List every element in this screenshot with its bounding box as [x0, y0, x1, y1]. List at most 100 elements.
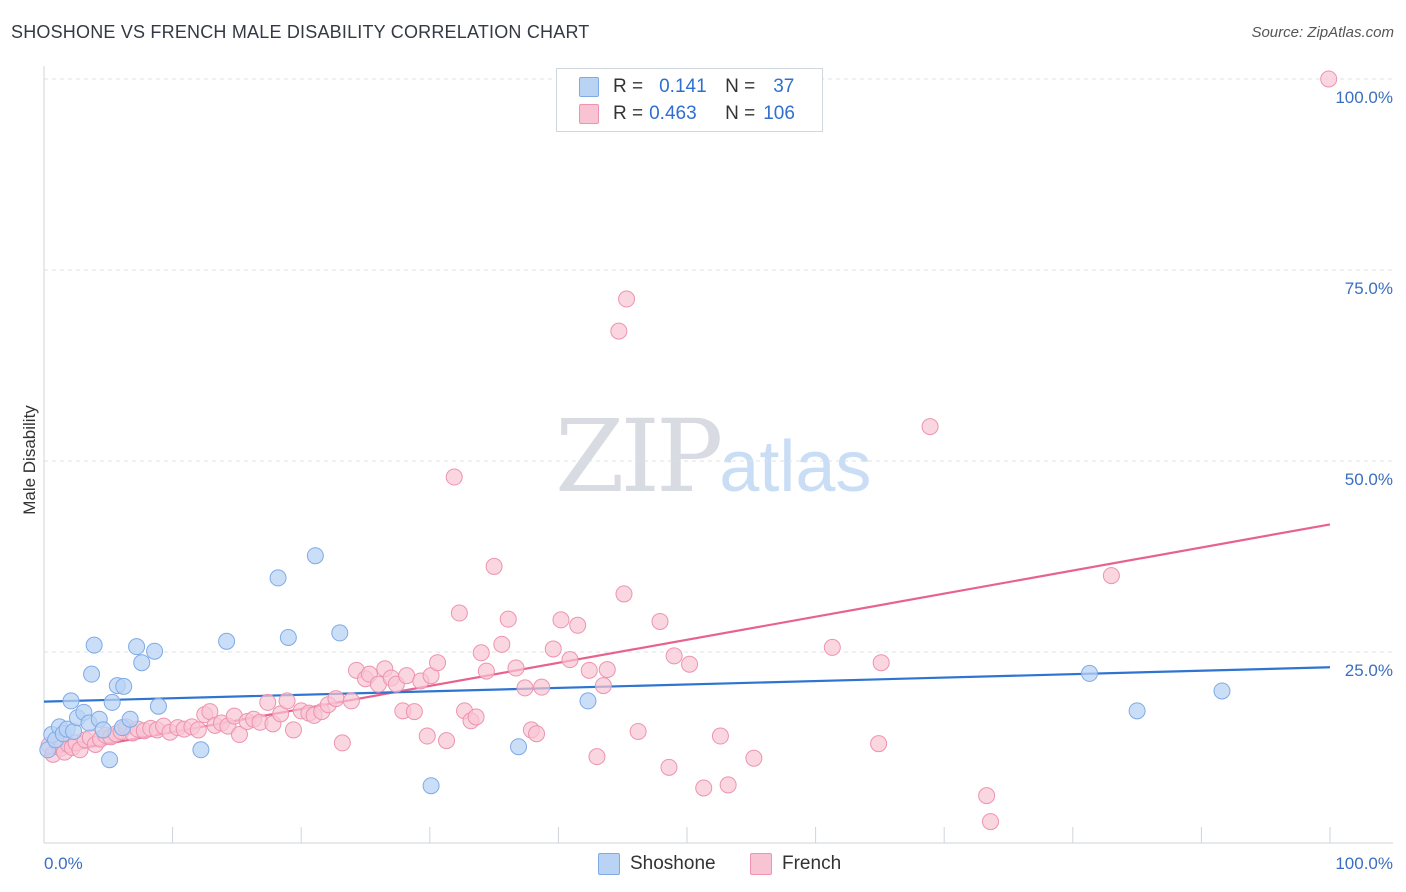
shoshone-point: [128, 638, 146, 656]
french-point: [921, 418, 939, 436]
zipatlas-watermark: ZIPatlas: [555, 398, 871, 515]
shoshone-point: [133, 654, 151, 672]
french-point: [493, 635, 511, 653]
shoshone-point: [1128, 702, 1146, 720]
french-point: [528, 725, 546, 743]
french-swatch: [750, 853, 772, 875]
y-tick-label: 25.0%: [1345, 661, 1393, 680]
french-point: [438, 732, 456, 750]
french-point: [418, 727, 436, 745]
shoshone-point: [146, 642, 164, 660]
french-point: [615, 585, 633, 603]
french-point: [533, 678, 551, 696]
shoshone-point: [269, 569, 287, 587]
french-point: [580, 661, 598, 679]
french-point: [499, 610, 517, 628]
shoshone-point: [192, 741, 210, 759]
axes: [43, 66, 1393, 844]
shoshone-point: [1213, 682, 1231, 700]
shoshone-point: [115, 677, 133, 695]
shoshone-point: [62, 692, 80, 710]
shoshone-point: [103, 693, 121, 711]
french-point: [695, 779, 713, 797]
shoshone-point: [83, 665, 101, 683]
french-point: [230, 726, 248, 744]
french-point: [629, 722, 647, 740]
watermark-zip: ZIP: [555, 398, 723, 515]
french-point: [398, 667, 416, 685]
shoshone-points: [39, 547, 1231, 795]
french-point: [745, 749, 763, 767]
legend-item-french[interactable]: French: [750, 852, 841, 876]
r-value: 0.141: [659, 76, 707, 97]
shoshone-point: [121, 710, 139, 728]
x-tick-label: 100.0%: [1335, 854, 1393, 873]
french-point: [561, 651, 579, 669]
french-point: [445, 468, 463, 486]
shoshone-point: [306, 547, 324, 565]
french-point: [981, 813, 999, 831]
french-point: [598, 661, 616, 679]
r-label: R =: [613, 76, 644, 97]
french-point: [872, 654, 890, 672]
french-point: [978, 787, 996, 805]
french-point: [467, 708, 485, 726]
french-point: [681, 655, 699, 673]
shoshone-point: [279, 628, 297, 646]
french-point: [333, 734, 351, 752]
french-point: [618, 290, 636, 308]
french-points: [40, 70, 1338, 831]
shoshone-point: [331, 624, 349, 642]
french-point: [485, 557, 503, 575]
french-point: [472, 644, 490, 662]
correlation-legend: R = 0.141 N = 37 R = 0.463 N = 106: [556, 68, 823, 132]
french-point: [594, 677, 612, 695]
n-value: 106: [763, 103, 795, 124]
french-point: [552, 611, 570, 629]
n-label: N =: [725, 76, 756, 97]
french-point: [259, 693, 277, 711]
n-value: 37: [773, 76, 795, 97]
french-point: [342, 692, 360, 710]
french-point: [569, 616, 587, 634]
legend-row-shoshone: R = 0.141 N = 37: [579, 75, 794, 99]
french-point: [544, 640, 562, 658]
shoshone-point: [85, 636, 103, 654]
tick-labels: 25.0% 50.0% 75.0% 100.0% 0.0% 100.0%: [44, 88, 1393, 873]
shoshone-swatch: [579, 77, 599, 97]
shoshone-point: [422, 777, 440, 795]
y-tick-label: 50.0%: [1345, 470, 1393, 489]
legend-row-french: R = 0.463 N = 106: [579, 102, 795, 126]
legend-label-shoshone: Shoshone: [630, 853, 716, 874]
source-label: Source: ZipAtlas.com: [1251, 24, 1394, 41]
shoshone-point: [149, 697, 167, 715]
n-label: N =: [725, 103, 756, 124]
x-tick-label: 0.0%: [44, 854, 83, 873]
french-point: [1320, 70, 1338, 88]
french-point: [665, 647, 683, 665]
french-point: [588, 748, 606, 766]
french-point: [711, 727, 729, 745]
french-point: [405, 703, 423, 721]
watermark-atlas: atlas: [719, 427, 872, 507]
french-point: [870, 735, 888, 753]
french-point: [189, 721, 207, 739]
french-point: [660, 758, 678, 776]
shoshone-trend-line: [43, 666, 1331, 703]
shoshone-point: [510, 738, 528, 756]
r-label: R =: [613, 103, 644, 124]
shoshone-point: [1081, 664, 1099, 682]
french-point: [823, 638, 841, 656]
french-point: [284, 721, 302, 739]
legend-item-shoshone[interactable]: Shoshone: [598, 852, 716, 876]
french-swatch: [579, 104, 599, 124]
shoshone-swatch: [598, 853, 620, 875]
french-point: [507, 659, 525, 677]
french-point: [1102, 567, 1120, 585]
french-point: [719, 776, 737, 794]
french-point: [327, 690, 345, 708]
french-point: [429, 654, 447, 672]
french-point: [651, 612, 669, 630]
r-value: 0.463: [649, 103, 697, 124]
